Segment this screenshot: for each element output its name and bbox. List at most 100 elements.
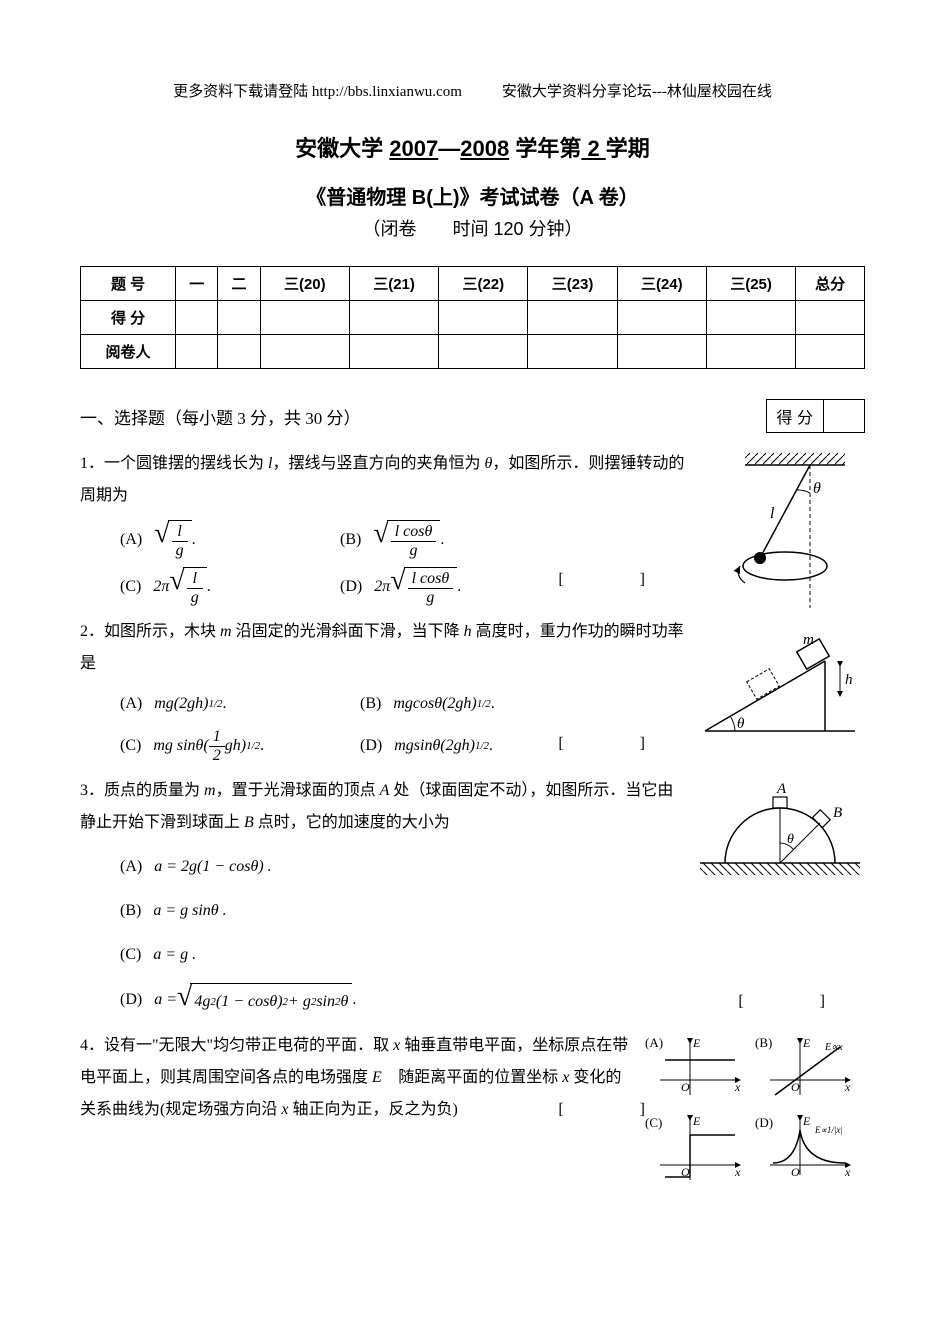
opt-c-label: (C) [120,939,141,971]
th-col: 总分 [796,267,865,301]
td-empty [439,301,528,335]
diagram-b: B [833,805,842,821]
th-col: 三(23) [528,267,617,301]
td-empty [706,335,795,369]
opt-b-label: (B) [120,895,141,927]
score-box: 得 分 [766,399,865,433]
score-box-empty [824,400,864,432]
opt-c-pre: mg sinθ( [153,730,208,762]
axis-o: O [791,1080,800,1094]
opt-a-label: (A) [120,851,142,883]
answer-bracket: [ ] [738,986,855,1018]
q-text: 点时，它的加速度的大小为 [254,814,450,831]
axis-e: E [692,1114,701,1128]
opt-c-formula: a = g . [153,939,196,971]
diagram-a: A [776,781,787,797]
var-e: E⃗ [372,1069,394,1086]
diagram-h: h [845,672,853,688]
q-text: 1．一个圆锥摆的摆线长为 [80,455,268,472]
q-text: ，置于光滑球面的顶点 [216,782,380,799]
axis-e: E [692,1036,701,1050]
td-empty [706,301,795,335]
answer-bracket: [ ] [558,564,675,596]
td-empty [528,301,617,335]
opt-a-formula: mg(2gh) [154,688,208,720]
title-mid: 学年第 [509,136,581,161]
title-dash: — [438,136,460,161]
var-m: m [220,623,232,640]
diagram-m: m [803,636,814,648]
th-label: 题 号 [81,267,176,301]
table-row: 阅卷人 [81,335,865,369]
title-info: （闭卷 时间 120 分钟） [80,215,865,241]
td-empty [617,335,706,369]
axis-o: O [791,1165,800,1179]
diagram-theta: θ [737,716,745,732]
td-empty [176,335,218,369]
axis-x: x [844,1165,851,1179]
var-m: m [204,782,216,799]
th-label: 阅卷人 [81,335,176,369]
opt-d-label: (D) [120,984,142,1016]
exponent: 1/2 [475,735,489,757]
section-title: 一、选择题（每小题 3 分，共 30 分） [80,404,361,429]
th-col: 三(22) [439,267,528,301]
graph-a-label: (A) [645,1035,663,1050]
opt-b-formula: mgcosθ(2gh) [393,688,476,720]
td-empty [176,301,218,335]
q-text: 4．设有一"无限大"均匀带正电荷的平面．取 [80,1037,393,1054]
var-a: A [380,782,390,799]
section-header: 一、选择题（每小题 3 分，共 30 分） 得 分 [80,399,865,433]
answer-bracket: [ ] [558,728,675,760]
opt-c-label: (C) [120,730,141,762]
exponent: 1/2 [208,693,222,715]
opt-c-post: gh) [225,730,246,762]
q-text: 3．质点的质量为 [80,782,204,799]
question-4: 4．设有一"无限大"均匀带正电荷的平面．取 x 轴垂直带电平面，坐标原点在带电平… [80,1030,865,1126]
q3-diagram: A B θ [695,775,865,885]
axis-x: x [734,1080,741,1094]
title-year1: 2007 [389,136,438,161]
q-text: 随距离平面的位置坐标 [394,1069,562,1086]
th-col: 三(21) [349,267,438,301]
td-empty [796,335,865,369]
th-col: 三(20) [260,267,349,301]
page-header: 更多资料下载请登陆 http://bbs.linxianwu.com 安徽大学资… [80,80,865,101]
diagram-theta: θ [787,832,794,847]
var-b: B [244,814,254,831]
question-1: 1．一个圆锥摆的摆线长为 l，摆线与竖直方向的夹角恒为 θ，如图所示．则摆锤转动… [80,448,865,606]
th-col: 三(25) [706,267,795,301]
title-prefix: 安徽大学 [295,136,389,161]
diagram-theta: θ [813,480,821,497]
q-text: 沿固定的光滑斜面下滑，当下降 [232,623,464,640]
opt-a-label: (A) [120,688,142,720]
axis-e: E [802,1036,811,1050]
axis-e: E [802,1114,811,1128]
axis-o: O [681,1165,690,1179]
graph-c-label: (C) [645,1115,662,1130]
header-left: 更多资料下载请登陆 http://bbs.linxianwu.com [173,80,462,101]
question-2: 2．如图所示，木块 m 沿固定的光滑斜面下滑，当下降 h 高度时，重力作功的瞬时… [80,616,865,764]
var-h: h [464,623,472,640]
td-empty [528,335,617,369]
td-empty [439,335,528,369]
td-empty [796,301,865,335]
title-year2: 2008 [460,136,509,161]
th-col: 一 [176,267,218,301]
graph-b-curve-label: E∝x [824,1042,843,1053]
header-right: 安徽大学资料分享论坛---林仙屋校园在线 [502,80,772,101]
exponent: 1/2 [246,735,260,757]
opt-a-label: (A) [120,524,142,556]
td-empty [218,301,260,335]
td-empty [349,335,438,369]
q-text: 轴正向为正，反之为负) [288,1101,457,1118]
graph-d-label: (D) [755,1115,773,1130]
score-box-label: 得 分 [767,400,824,432]
td-empty [617,301,706,335]
opt-b-label: (B) [340,524,361,556]
opt-d-formula: mgsinθ(2gh) [394,730,475,762]
opt-c-label: (C) [120,571,141,603]
td-empty [260,335,349,369]
opt-d-label: (D) [360,730,382,762]
th-label: 得 分 [81,301,176,335]
